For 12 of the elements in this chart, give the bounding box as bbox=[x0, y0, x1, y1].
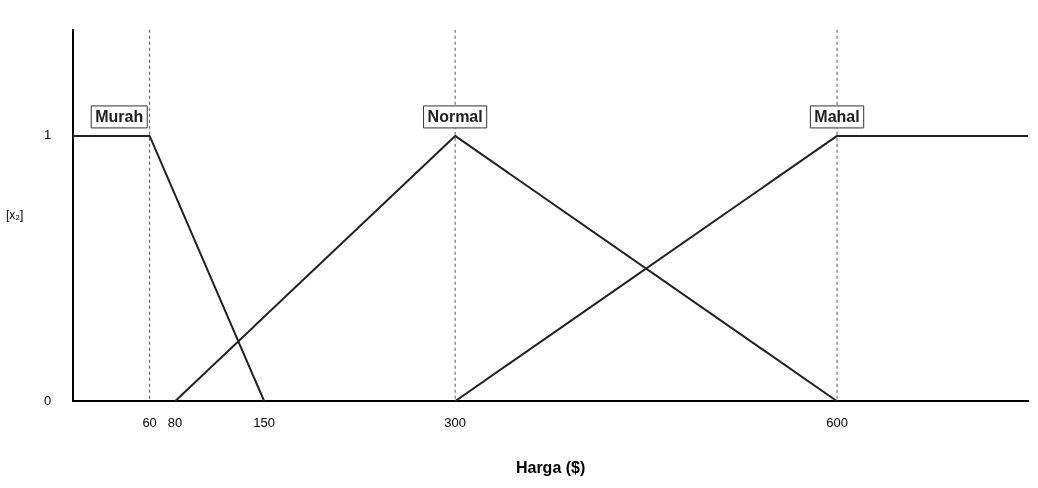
x-tick-label: 60 bbox=[142, 414, 157, 430]
series-label: Normal bbox=[427, 108, 483, 126]
x-axis-title: Harga ($) bbox=[515, 458, 586, 476]
series-label: Mahal bbox=[814, 108, 860, 126]
x-tick-label: 80 bbox=[167, 414, 183, 430]
x-tick-label: 300 bbox=[444, 414, 466, 430]
y-tick-label: 0 bbox=[44, 392, 52, 408]
x-tick-label: 600 bbox=[826, 414, 848, 430]
x-tick-label: 150 bbox=[253, 414, 276, 430]
y-tick-label: 1 bbox=[44, 127, 52, 143]
y-axis-title: [x₂] bbox=[6, 207, 24, 222]
series-label: Murah bbox=[95, 108, 144, 126]
